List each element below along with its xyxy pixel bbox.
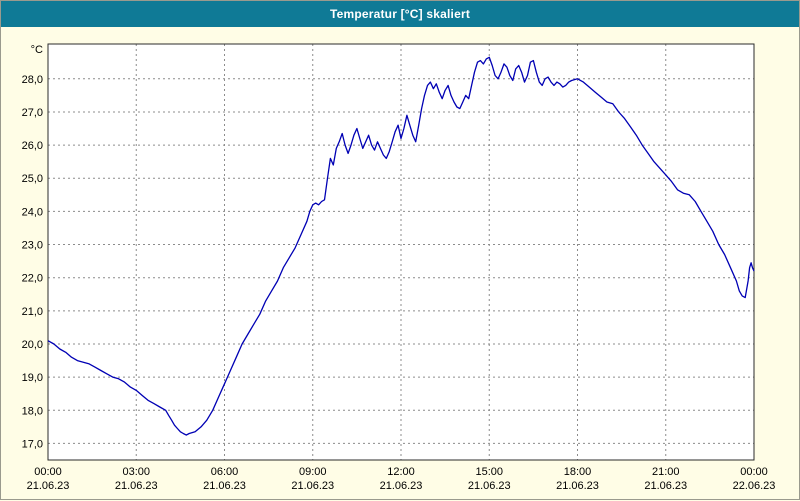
x-tick-date: 21.06.23 [556, 480, 599, 492]
y-tick-label: 23,0 [22, 240, 43, 252]
x-tick-date: 21.06.23 [203, 480, 246, 492]
y-tick-label: 21,0 [22, 306, 43, 318]
plot-area [48, 44, 754, 460]
x-tick-date: 21.06.23 [115, 480, 158, 492]
y-tick-label: 17,0 [22, 438, 43, 450]
y-tick-label: 27,0 [22, 107, 43, 119]
x-tick-date: 21.06.23 [380, 480, 423, 492]
x-tick-date: 21.06.23 [644, 480, 687, 492]
x-tick-time: 06:00 [211, 466, 239, 478]
y-tick-label: 28,0 [22, 74, 43, 86]
x-tick-time: 00:00 [34, 466, 62, 478]
y-tick-label: 24,0 [22, 206, 43, 218]
y-tick-label: 19,0 [22, 372, 43, 384]
x-tick-time: 09:00 [299, 466, 327, 478]
x-tick-time: 21:00 [652, 466, 680, 478]
x-tick-time: 15:00 [475, 466, 503, 478]
temperature-line-chart: 17,0 18,0 19,0 20,0 21,0 22,0 23,0 24,0 25,0 26,0… [22, 43, 776, 492]
x-tick-date: 21.06.23 [468, 480, 511, 492]
temperature-series-line [47, 56, 755, 436]
plot-border [47, 43, 755, 461]
x-tick-date: 21.06.23 [27, 480, 70, 492]
y-tick-label: 20,0 [22, 339, 43, 351]
y-tick-label: 22,0 [22, 273, 43, 285]
y-tick-label: 26,0 [22, 140, 43, 152]
y-tick-label: 18,0 [22, 405, 43, 417]
x-tick-time: 00:00 [740, 466, 768, 478]
x-tick-time: 12:00 [387, 466, 415, 478]
window-title: Temperatur [°C] skaliert [329, 7, 471, 21]
x-tick-date: 21.06.23 [291, 480, 334, 492]
y-tick-label: 25,0 [22, 173, 43, 185]
chart-panel: 17,0 18,0 19,0 20,0 21,0 22,0 23,0 24,0 25,0 26,0… [1, 27, 799, 501]
title-bar: Temperatur [°C] skaliert [1, 1, 799, 27]
x-tick-time: 18:00 [564, 466, 592, 478]
x-tick-time: 03:00 [122, 466, 150, 478]
x-tick-date: 22.06.23 [733, 480, 776, 492]
y-axis-unit-label: °C [31, 44, 43, 56]
